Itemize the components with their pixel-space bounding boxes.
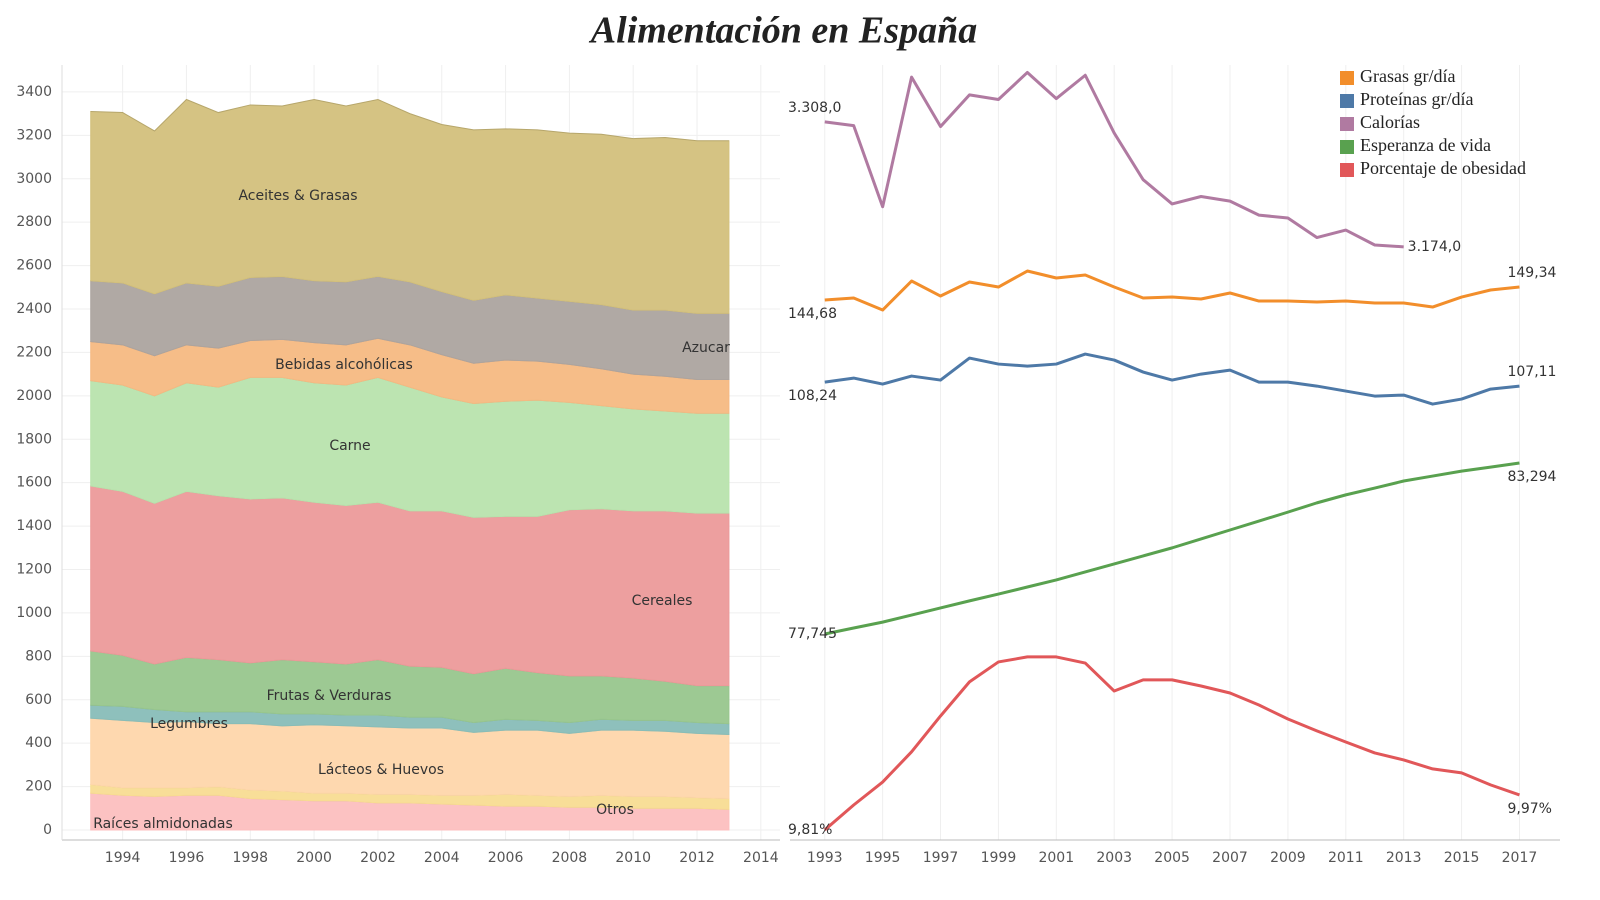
x-tick-label: 2013 xyxy=(1386,850,1422,866)
x-tick-label: 2000 xyxy=(296,850,332,866)
line xyxy=(824,269,1520,312)
y-tick-label: 400 xyxy=(25,735,52,751)
value-label: 77,745 xyxy=(788,626,837,642)
area-label: Cereales xyxy=(632,593,693,609)
area-label: Frutas & Verduras xyxy=(267,688,392,704)
y-tick-label: 2800 xyxy=(16,214,52,230)
y-tick-label: 3400 xyxy=(16,84,52,100)
x-tick-label: 2014 xyxy=(743,850,779,866)
y-tick-label: 3200 xyxy=(16,127,52,143)
x-tick-label: 2009 xyxy=(1270,850,1306,866)
y-tick-label: 600 xyxy=(25,692,52,708)
area-edge xyxy=(90,98,729,142)
value-label: 3.174,0 xyxy=(1408,239,1461,255)
area-label: Aceites & Grasas xyxy=(238,188,357,204)
y-tick-label: 1600 xyxy=(16,475,52,491)
area-label: Azucar xyxy=(682,340,730,356)
x-tick-label: 1997 xyxy=(923,850,959,866)
value-label: 108,24 xyxy=(788,388,837,404)
legend-swatch xyxy=(1340,94,1354,108)
value-label: 144,68 xyxy=(788,306,837,322)
legend-label: Calorías xyxy=(1360,112,1420,132)
area-label: Bebidas alcohólicas xyxy=(275,357,413,373)
x-tick-label: 2003 xyxy=(1096,850,1132,866)
y-tick-label: 0 xyxy=(43,822,52,838)
x-tick-label: 2010 xyxy=(615,850,651,866)
area-label: Legumbres xyxy=(150,716,228,732)
y-tick-label: 1400 xyxy=(16,518,52,534)
legend-label: Esperanza de vida xyxy=(1360,135,1491,155)
y-tick-label: 2000 xyxy=(16,388,52,404)
x-tick-label: 2005 xyxy=(1154,850,1190,866)
title: Alimentación en España xyxy=(589,10,977,52)
x-tick-label: 2011 xyxy=(1328,850,1364,866)
area-label: Lácteos & Huevos xyxy=(318,762,444,778)
line xyxy=(824,70,1404,249)
x-tick-label: 2012 xyxy=(679,850,715,866)
area-label: Carne xyxy=(329,438,370,454)
x-tick-label: 2008 xyxy=(552,850,588,866)
area xyxy=(90,485,730,687)
y-tick-label: 1200 xyxy=(16,562,52,578)
x-tick-label: 1998 xyxy=(232,850,268,866)
line xyxy=(824,352,1520,406)
x-tick-label: 2017 xyxy=(1502,850,1538,866)
legend-label: Grasas gr/día xyxy=(1360,66,1455,86)
x-tick-label: 2007 xyxy=(1212,850,1248,866)
value-label: 107,11 xyxy=(1507,364,1556,380)
y-tick-label: 3000 xyxy=(16,171,52,187)
y-tick-label: 2600 xyxy=(16,258,52,274)
y-tick-label: 2200 xyxy=(16,344,52,360)
y-tick-label: 1800 xyxy=(16,431,52,447)
value-label: 9,97% xyxy=(1507,801,1551,817)
y-tick-label: 200 xyxy=(25,779,52,795)
legend-label: Porcentaje de obesidad xyxy=(1360,158,1526,178)
x-tick-label: 2006 xyxy=(488,850,524,866)
y-tick-label: 2400 xyxy=(16,301,52,317)
x-tick-label: 2004 xyxy=(424,850,460,866)
value-label: 3.308,0 xyxy=(788,100,841,116)
y-tick-label: 800 xyxy=(25,648,52,664)
legend-swatch xyxy=(1340,140,1354,154)
x-tick-label: 1999 xyxy=(981,850,1017,866)
x-tick-label: 1994 xyxy=(105,850,141,866)
x-tick-label: 2001 xyxy=(1038,850,1074,866)
legend-swatch xyxy=(1340,71,1354,85)
legend-swatch xyxy=(1340,117,1354,131)
line xyxy=(823,655,1520,832)
legend-label: Proteínas gr/día xyxy=(1360,89,1473,109)
value-label: 9,81% xyxy=(788,822,832,838)
value-label: 83,294 xyxy=(1507,469,1556,485)
x-tick-label: 1996 xyxy=(169,850,205,866)
y-tick-label: 1000 xyxy=(16,605,52,621)
area-label: Otros xyxy=(596,802,634,818)
line xyxy=(824,461,1520,636)
legend-swatch xyxy=(1340,163,1354,177)
value-label: 149,34 xyxy=(1507,265,1556,281)
x-tick-label: 1995 xyxy=(865,850,901,866)
x-tick-label: 2002 xyxy=(360,850,396,866)
area-label: Raíces almidonadas xyxy=(93,816,233,832)
x-tick-label: 1993 xyxy=(807,850,843,866)
area xyxy=(90,98,730,314)
x-tick-label: 2015 xyxy=(1444,850,1480,866)
